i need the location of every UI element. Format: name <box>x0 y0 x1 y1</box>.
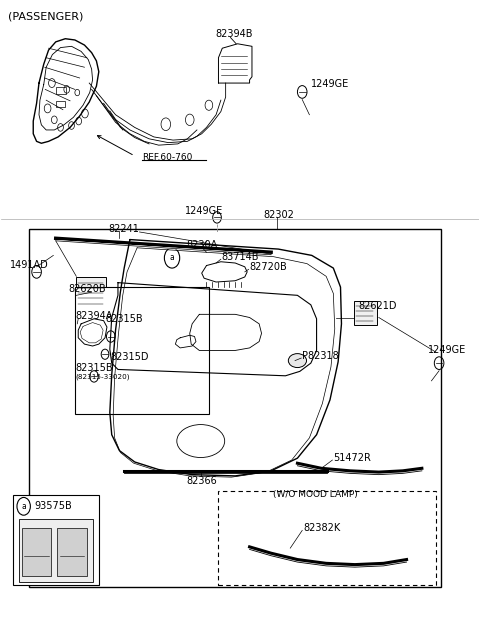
Bar <box>56 87 66 95</box>
Bar <box>354 301 377 325</box>
Text: 82315D: 82315D <box>111 352 149 362</box>
Text: 82366: 82366 <box>186 476 217 486</box>
Text: 1491AD: 1491AD <box>10 260 49 270</box>
Bar <box>19 519 93 582</box>
Ellipse shape <box>288 354 307 368</box>
Text: 93575B: 93575B <box>34 501 72 511</box>
Text: 82394B: 82394B <box>215 29 252 39</box>
Text: P82318: P82318 <box>302 351 339 361</box>
Text: 82382K: 82382K <box>303 523 340 533</box>
Bar <box>56 101 65 107</box>
Text: a: a <box>169 253 174 262</box>
Text: 82241: 82241 <box>108 224 139 234</box>
Text: 83714B: 83714B <box>222 251 259 262</box>
Text: 82315B: 82315B <box>75 363 112 373</box>
Text: 51472R: 51472R <box>333 453 371 463</box>
Bar <box>218 491 436 585</box>
Text: 82720B: 82720B <box>250 262 288 272</box>
Bar <box>75 287 209 414</box>
Text: 1249GE: 1249GE <box>185 206 223 216</box>
Text: (PASSENGER): (PASSENGER) <box>8 11 83 22</box>
Bar <box>22 528 51 576</box>
Text: 82620B: 82620B <box>69 284 106 294</box>
Bar <box>12 495 99 585</box>
Text: 82302: 82302 <box>263 210 294 220</box>
Text: 1249GE: 1249GE <box>311 79 349 90</box>
Text: (82315-33020): (82315-33020) <box>75 374 130 380</box>
Text: 82394A: 82394A <box>75 311 112 321</box>
Text: 8230A: 8230A <box>186 239 217 250</box>
Text: 82621D: 82621D <box>359 301 397 311</box>
Bar <box>76 277 106 309</box>
Text: (W/O MOOD LAMP): (W/O MOOD LAMP) <box>273 490 357 499</box>
Text: REF.60-760: REF.60-760 <box>142 153 192 163</box>
Bar <box>57 528 87 576</box>
Text: 1249GE: 1249GE <box>428 345 466 356</box>
Text: a: a <box>21 502 26 511</box>
Text: 82315B: 82315B <box>105 314 143 324</box>
Bar <box>29 229 441 587</box>
